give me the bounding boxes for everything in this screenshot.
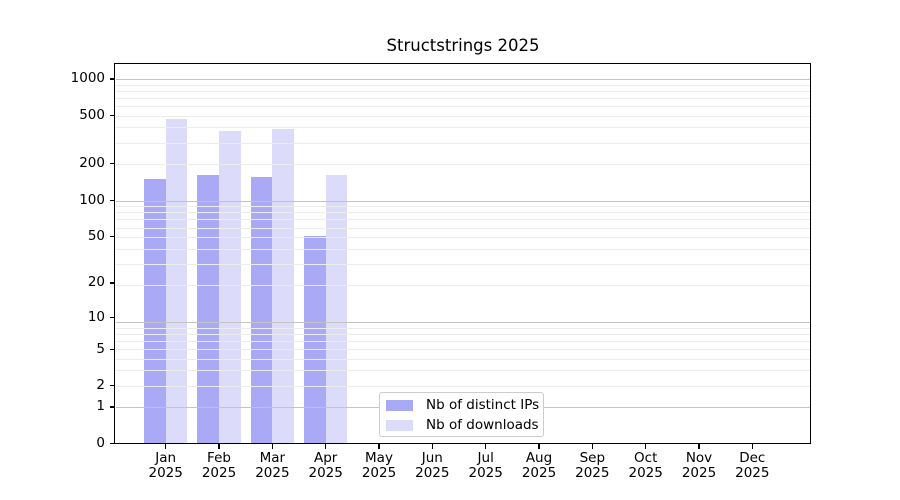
- x-tick-label: Aug 2025: [521, 450, 557, 481]
- y-gridline: [116, 106, 810, 107]
- x-tick-label: Nov 2025: [681, 450, 717, 481]
- y-tick-label: 1000: [70, 70, 105, 87]
- y-tick-mark: [110, 282, 115, 284]
- bar-distinct-ips-jan: [144, 178, 166, 444]
- y-tick-mark: [110, 385, 115, 387]
- legend: Nb of distinct IPs Nb of downloads: [379, 392, 544, 437]
- y-tick-mark: [110, 78, 115, 80]
- x-tick-label: Dec 2025: [735, 450, 770, 481]
- bar-distinct-ips-apr: [304, 236, 326, 444]
- y-gridline: [116, 237, 810, 239]
- x-tick-mark: [431, 444, 433, 449]
- x-tick-label: May 2025: [361, 450, 397, 481]
- y-gridline: [116, 115, 810, 117]
- y-gridline: [116, 349, 810, 350]
- y-tick-label: 100: [79, 191, 105, 208]
- y-tick-label: 20: [87, 274, 105, 291]
- legend-label-downloads: Nb of downloads: [426, 417, 539, 433]
- y-gridline: [116, 285, 810, 287]
- y-gridline: [116, 219, 810, 221]
- legend-swatch-downloads-icon: [386, 419, 413, 431]
- plot-area-frame: [114, 63, 811, 444]
- y-tick-label: 500: [79, 107, 105, 123]
- y-gridline: [116, 333, 810, 335]
- y-tick-mark: [110, 199, 115, 201]
- x-tick-label: Sep 2025: [575, 450, 610, 481]
- y-tick-mark: [110, 406, 115, 408]
- bar-downloads-feb: [219, 131, 241, 444]
- y-gridline: [116, 200, 810, 202]
- y-gridline: [116, 127, 810, 129]
- y-tick-label: 1: [96, 398, 105, 415]
- x-tick-mark: [538, 444, 540, 449]
- bar-distinct-ips-mar: [250, 177, 273, 444]
- y-gridline: [116, 248, 810, 250]
- bar-downloads-apr: [325, 175, 348, 444]
- x-tick-mark: [485, 444, 487, 449]
- x-tick-label: Jul 2025: [468, 450, 503, 481]
- y-tick-mark: [110, 163, 115, 165]
- y-gridline: [116, 79, 810, 80]
- y-tick-label: 10: [87, 308, 105, 325]
- bar-distinct-ips-feb: [197, 175, 219, 444]
- y-gridline: [116, 84, 810, 86]
- y-gridline: [116, 97, 810, 99]
- y-gridline: [116, 264, 810, 265]
- y-tick-label: 2: [96, 377, 105, 393]
- y-gridline: [116, 212, 810, 214]
- chart-title: Structstrings 2025: [386, 36, 540, 55]
- y-tick-mark: [110, 316, 115, 318]
- y-tick-label: 0: [96, 435, 105, 451]
- y-gridline: [116, 385, 810, 387]
- legend-label-distinct-ips: Nb of distinct IPs: [426, 397, 540, 413]
- x-tick-mark: [378, 444, 380, 449]
- x-tick-mark: [218, 444, 220, 449]
- y-gridline: [116, 358, 810, 360]
- y-tick-label: 200: [79, 155, 105, 172]
- y-gridline: [116, 327, 810, 329]
- x-tick-mark: [165, 444, 167, 449]
- y-gridline: [116, 227, 810, 229]
- x-tick-mark: [271, 444, 273, 449]
- x-tick-mark: [698, 444, 700, 449]
- y-gridline: [116, 370, 810, 372]
- x-tick-label: Jun 2025: [415, 450, 450, 481]
- legend-item-downloads: Nb of downloads: [386, 415, 543, 435]
- legend-swatch-distinct-ips-icon: [386, 399, 413, 411]
- x-tick-mark: [645, 444, 647, 449]
- y-gridline: [116, 90, 810, 92]
- bar-downloads-jan: [165, 118, 188, 444]
- x-tick-label: Mar 2025: [255, 450, 290, 481]
- y-gridline: [116, 142, 810, 144]
- y-tick-mark: [110, 443, 115, 445]
- y-gridline: [116, 206, 810, 208]
- y-gridline: [116, 163, 810, 165]
- y-gridline: [116, 340, 810, 342]
- x-tick-mark: [751, 444, 753, 449]
- y-tick-mark: [110, 115, 115, 117]
- y-gridline: [116, 322, 810, 323]
- y-tick-mark: [110, 348, 115, 350]
- legend-item-distinct-ips: Nb of distinct IPs: [386, 395, 543, 415]
- y-tick-label: 5: [96, 340, 105, 357]
- x-tick-label: Jan 2025: [148, 450, 183, 481]
- x-tick-label: Apr 2025: [308, 450, 343, 481]
- x-tick-label: Feb 2025: [201, 450, 237, 481]
- y-tick-label: 50: [87, 227, 105, 244]
- x-tick-mark: [591, 444, 593, 449]
- x-tick-label: Oct 2025: [628, 450, 663, 481]
- x-tick-mark: [325, 444, 327, 449]
- y-tick-mark: [110, 235, 115, 237]
